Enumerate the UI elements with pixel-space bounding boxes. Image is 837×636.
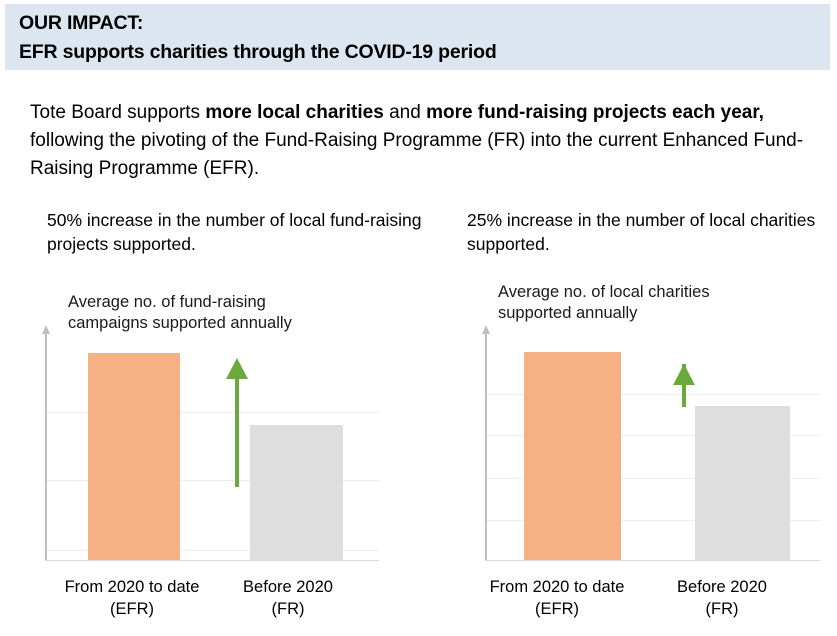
chart-right-plot-area [482,325,820,561]
y-axis-arrow-icon [42,325,50,334]
x-axis-baseline [485,560,820,561]
gridline [45,480,379,481]
category-label-fr-right: Before 2020 (FR) [677,578,767,618]
growth-arrow-icon [226,358,248,487]
chart-local-charities: Average no. of local charities supported… [468,282,820,618]
chart-fund-raising-campaigns: Average no. of fund-raising campaigns su… [38,292,383,618]
panel-fund-raising-campaigns: 50% increase in the number of local fund… [38,210,422,618]
bar-fr-local-charities [695,406,790,560]
growth-arrow-icon [673,364,695,407]
intro-text-part-3: following the pivoting of the Fund-Raisi… [30,130,804,179]
panel-right-blurb: 25% increase in the number of local char… [467,210,816,254]
gridline [485,478,820,479]
intro-bold-more-local-charities: more local charities [205,102,384,123]
bar-efr-local-charities [524,352,621,560]
chart-left-plot-area [42,325,379,561]
intro-paragraph: Tote Board supports more local charities… [30,99,820,183]
y-axis-arrow-icon [482,325,490,334]
panel-left-blurb: 50% increase in the number of local fund… [47,210,422,254]
gridline [485,520,820,521]
y-axis [42,325,50,561]
slide-header-banner: OUR IMPACT: EFR supports charities throu… [5,4,830,70]
growth-arrow-stem-icon [682,364,686,407]
header-title-line-1: OUR IMPACT: [19,12,144,34]
chart-right-title: Average no. of local charities supported… [498,283,710,322]
category-label-efr-right: From 2020 to date (EFR) [489,578,625,618]
category-label-efr-left: From 2020 to date (EFR) [64,578,200,618]
gridline [485,394,820,395]
chart-left-title: Average no. of fund-raising campaigns su… [68,293,292,332]
intro-bold-more-projects: more fund-raising projects each year, [426,102,764,123]
bar-efr-fund-raising [88,353,180,560]
category-label-fr-left: Before 2020 (FR) [243,578,333,618]
growth-arrow-stem-icon [235,367,239,487]
panel-local-charities: 25% increase in the number of local char… [440,0,837,636]
bar-fr-fund-raising [250,425,343,560]
y-axis [482,325,490,561]
intro-text-part-2: and [383,102,427,123]
gridline [45,412,379,413]
gridline [485,435,820,436]
intro-text-part-1: Tote Board supports [30,102,206,123]
header-title-line-2: EFR supports charities through the COVID… [19,41,497,63]
gridline [45,550,379,551]
x-axis-baseline [45,560,379,561]
